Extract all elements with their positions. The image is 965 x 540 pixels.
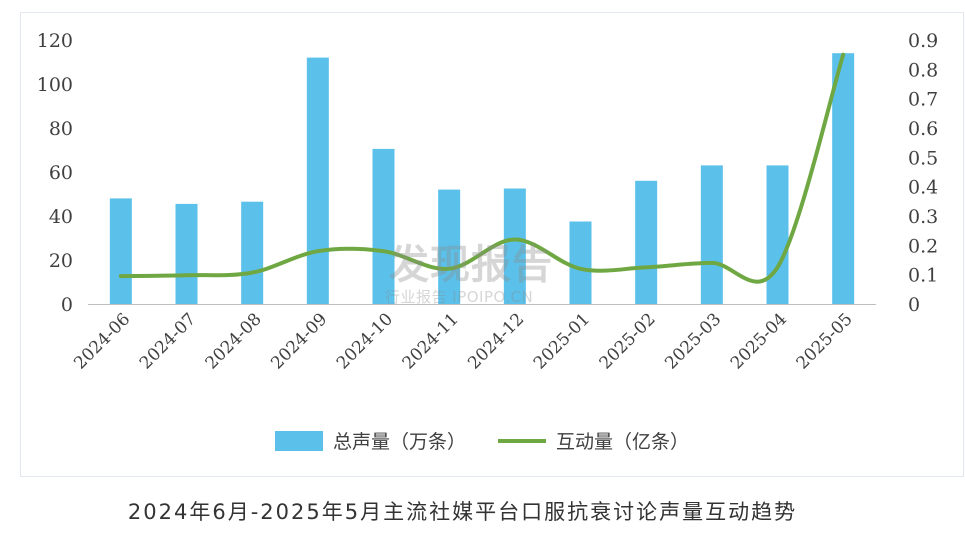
y-right-tick-label: 0.5: [908, 147, 938, 169]
x-tick-label: 2025-02: [596, 309, 660, 373]
x-tick-label: 2024-08: [202, 309, 266, 373]
y-right-tick-label: 0.7: [908, 89, 938, 111]
x-tick-label: 2024-12: [464, 309, 528, 373]
bar: [700, 165, 723, 304]
y-left-tick-label: 40: [49, 206, 73, 228]
x-tick-label: 2025-04: [727, 309, 791, 373]
legend-swatch-bar: [275, 431, 323, 451]
bar: [372, 148, 395, 304]
y-right-tick-label: 0: [908, 294, 920, 316]
y-right-tick-label: 0.3: [908, 206, 938, 228]
bar: [306, 57, 329, 304]
bar: [109, 198, 132, 304]
y-right-tick-label: 0.9: [908, 30, 938, 52]
bar: [503, 188, 526, 304]
y-right-tick-label: 0.4: [908, 177, 938, 199]
bar: [569, 221, 592, 304]
bar: [766, 165, 789, 304]
bar: [635, 180, 658, 304]
y-right-tick-label: 0.1: [908, 265, 938, 287]
legend-label-bar: 总声量（万条）: [333, 431, 466, 453]
y-left-tick-label: 60: [49, 162, 73, 184]
x-tick-label: 2025-03: [661, 309, 725, 373]
y-left-tick-label: 80: [49, 118, 73, 140]
y-right-tick-label: 0.6: [908, 118, 938, 140]
y-left-tick-label: 0: [61, 294, 73, 316]
bar: [241, 201, 264, 304]
bar: [832, 53, 855, 305]
x-tick-label: 2024-06: [70, 309, 134, 373]
line-series: [118, 52, 846, 284]
y-left-tick-label: 20: [49, 250, 73, 272]
y-left-tick-label: 120: [37, 30, 73, 52]
x-tick-label: 2024-10: [333, 309, 397, 373]
x-tick-label: 2025-05: [793, 309, 857, 373]
chart-caption: 2024年6月-2025年5月主流社媒平台口服抗衰讨论声量互动趋势: [127, 500, 798, 524]
x-tick-label: 2024-11: [399, 309, 463, 373]
x-tick-label: 2024-07: [136, 309, 200, 373]
y-right-tick-label: 0.8: [908, 59, 938, 81]
y-left-tick-label: 100: [37, 74, 73, 96]
y-right-tick-label: 0.2: [908, 235, 938, 257]
legend-label-line: 互动量（亿条）: [556, 431, 689, 453]
bar: [438, 189, 461, 304]
x-tick-label: 2025-01: [530, 309, 594, 373]
x-tick-label: 2024-09: [267, 309, 331, 373]
bar: [175, 203, 198, 304]
